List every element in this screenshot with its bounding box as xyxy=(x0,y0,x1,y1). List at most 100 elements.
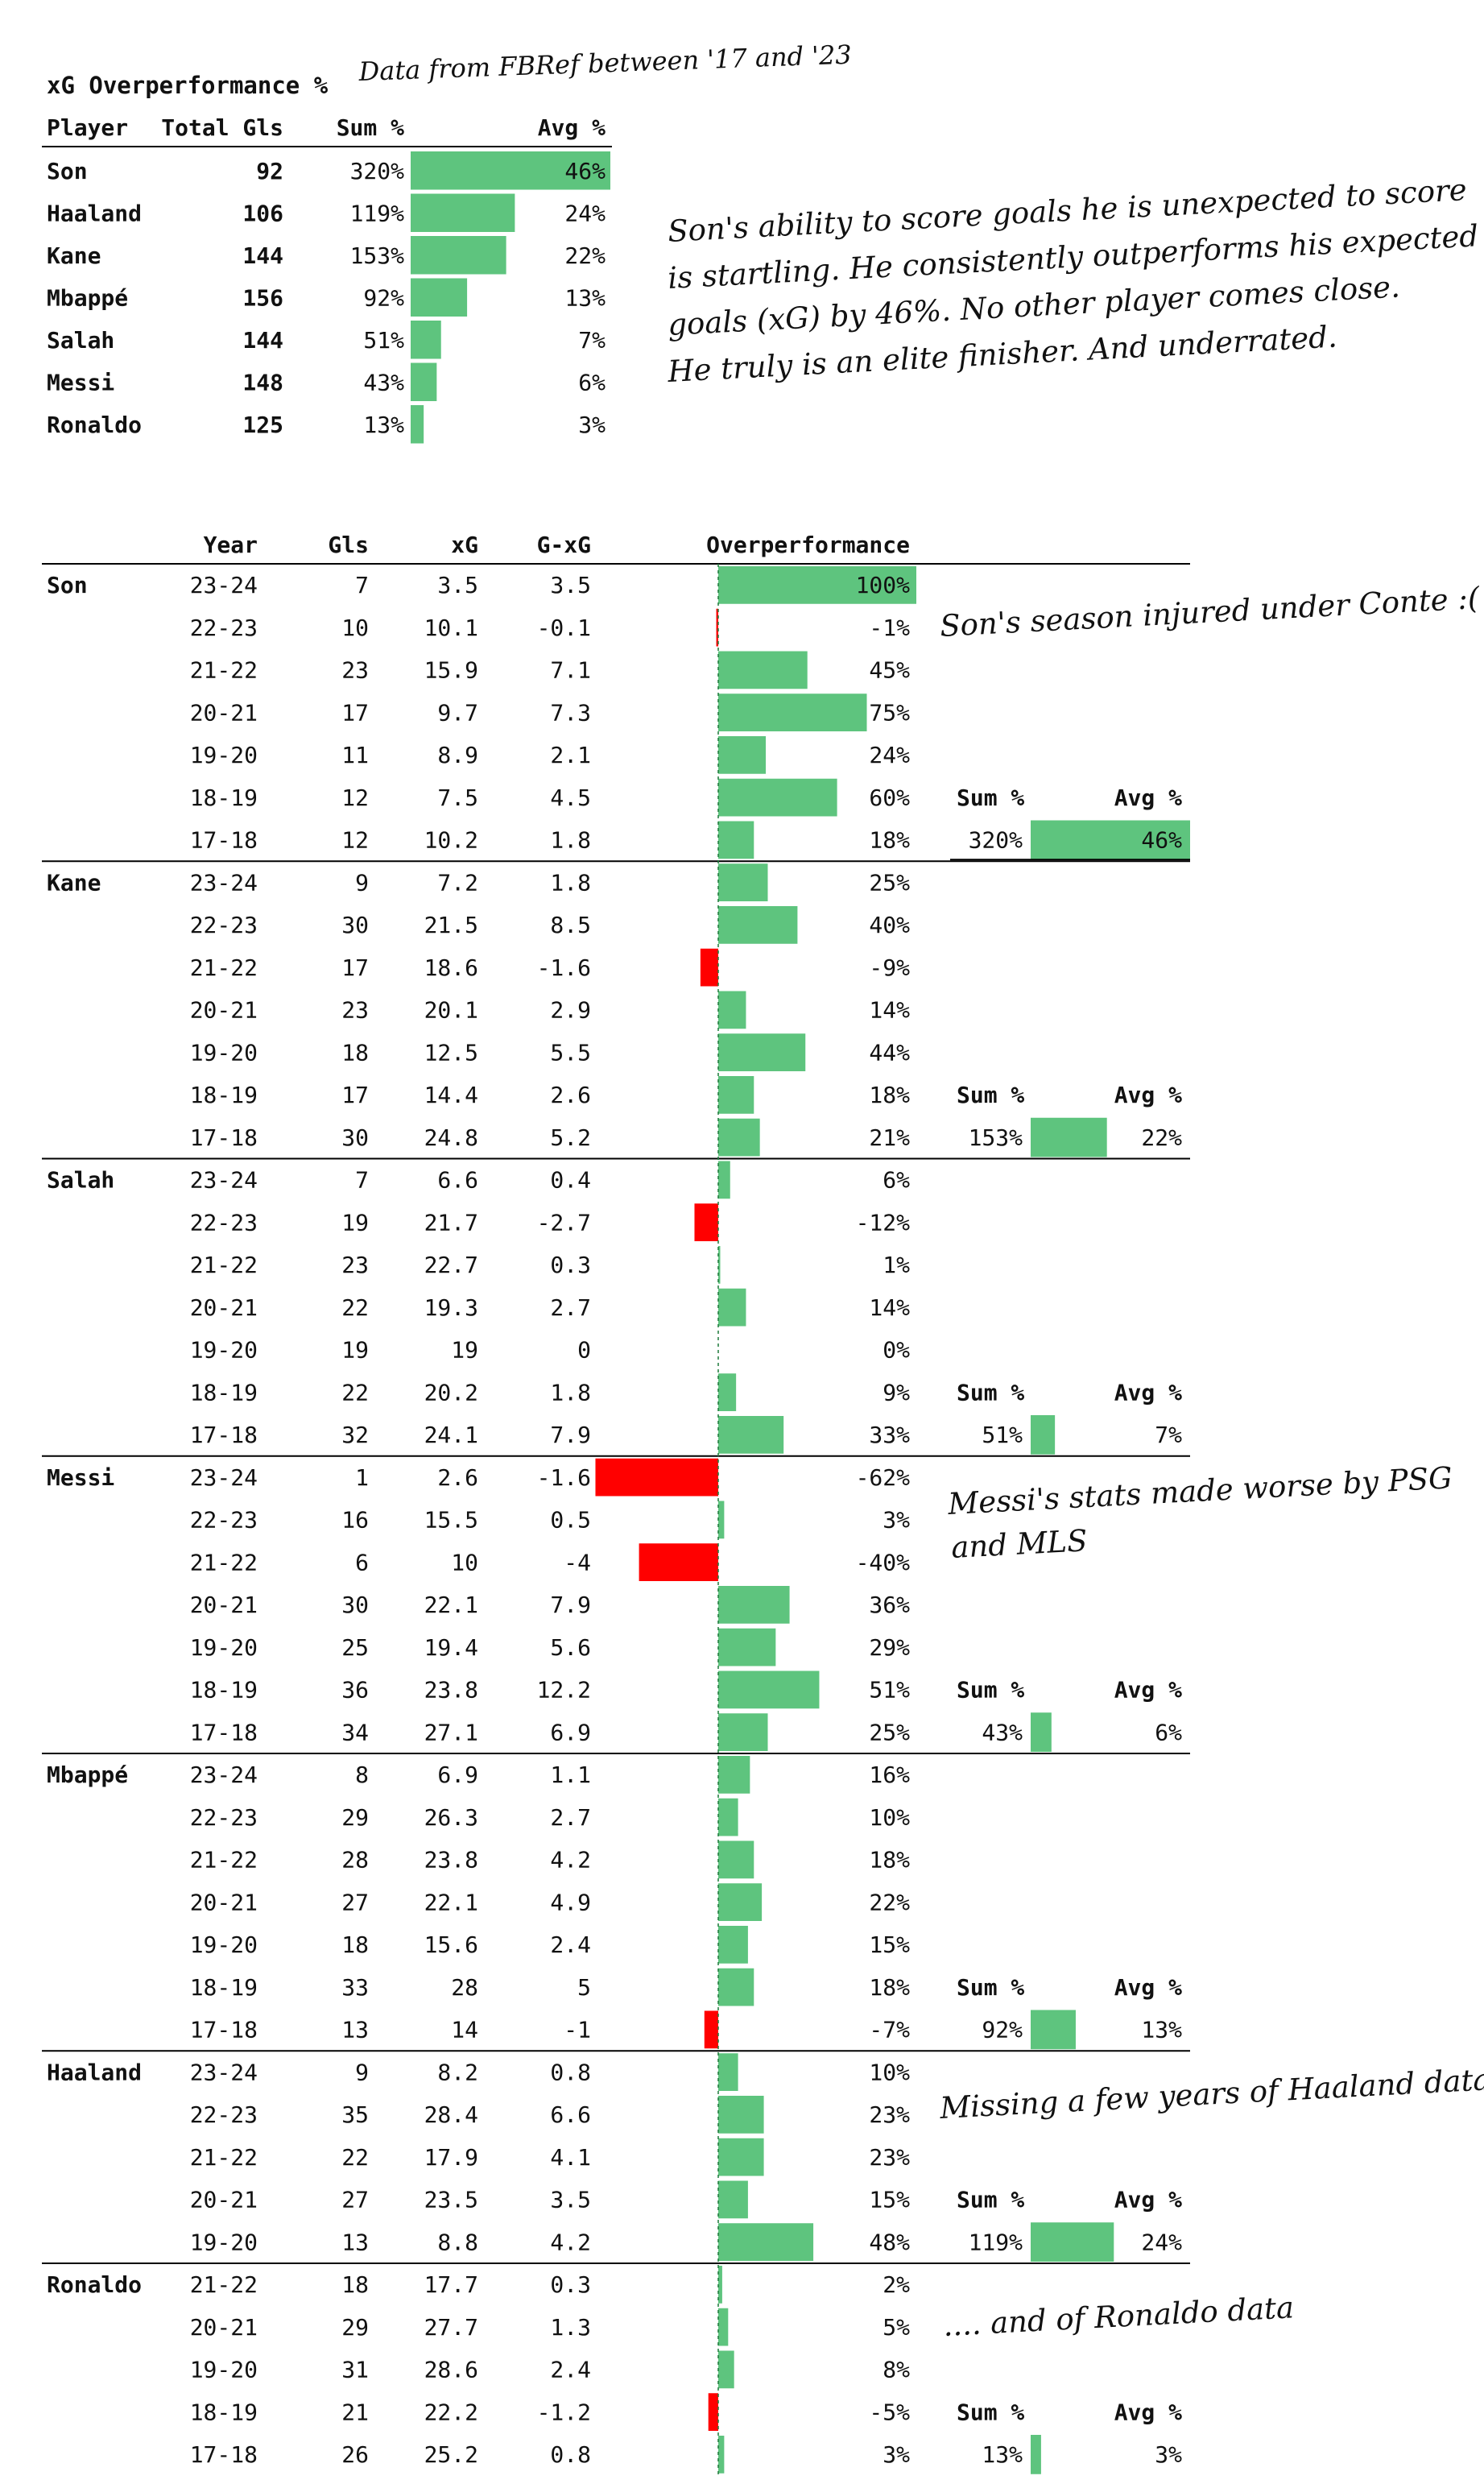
season-goals: 8 xyxy=(355,1762,369,1788)
season-g-minus-xg: 0.3 xyxy=(550,2271,591,2298)
season-overperformance-pct: 25% xyxy=(869,869,910,896)
player-sum-pct: 51% xyxy=(982,1422,1023,1448)
summary-avg-bar xyxy=(411,193,515,232)
overperformance-bar xyxy=(718,1586,790,1624)
season-overperformance-pct: 15% xyxy=(869,1931,910,1958)
player-avg-bar xyxy=(1031,1712,1052,1752)
summary-header-player: Player xyxy=(47,114,128,141)
overperformance-bar xyxy=(718,2436,725,2474)
player-avg-pct: 13% xyxy=(1141,2017,1182,2043)
season-xg: 15.5 xyxy=(424,1507,478,1534)
season-goals: 19 xyxy=(341,1337,369,1364)
summary-total-goals: 144 xyxy=(242,242,283,269)
season-g-minus-xg: 1.8 xyxy=(550,827,591,854)
player-sum-label: Sum % xyxy=(957,1082,1024,1108)
season-overperformance-pct: -1% xyxy=(869,615,910,641)
summary-player-name: Messi xyxy=(47,370,114,396)
overperformance-bar xyxy=(718,1373,737,1411)
season-goals: 29 xyxy=(341,2314,369,2341)
season-g-minus-xg: -0.1 xyxy=(537,615,591,641)
season-goals: 27 xyxy=(341,1889,369,1915)
season-xg: 20.1 xyxy=(424,997,478,1024)
player-avg-label: Avg % xyxy=(1114,2187,1182,2213)
detail-player-name: Messi xyxy=(47,1464,114,1491)
detail-player-name: Son xyxy=(47,572,88,598)
season-g-minus-xg: 1.8 xyxy=(550,1379,591,1406)
season-year: 17-18 xyxy=(190,2017,258,2043)
season-g-minus-xg: -2.7 xyxy=(537,1209,591,1236)
season-g-minus-xg: 8.5 xyxy=(550,912,591,938)
season-xg: 8.2 xyxy=(437,2059,478,2085)
season-goals: 22 xyxy=(341,2144,369,2171)
season-xg: 6.6 xyxy=(437,1167,478,1194)
season-goals: 31 xyxy=(341,2357,369,2383)
season-g-minus-xg: 1.1 xyxy=(550,1762,591,1788)
player-sum-label: Sum % xyxy=(957,1379,1024,1406)
season-g-minus-xg: 2.4 xyxy=(550,1931,591,1958)
season-year: 22-23 xyxy=(190,1804,258,1831)
detail-player-name: Haaland xyxy=(47,2059,142,2085)
season-xg: 15.9 xyxy=(424,657,478,684)
season-xg: 24.1 xyxy=(424,1422,478,1448)
season-g-minus-xg: -1.2 xyxy=(537,2399,591,2425)
season-xg: 20.2 xyxy=(424,1379,478,1406)
season-xg: 24.8 xyxy=(424,1124,478,1151)
season-g-minus-xg: 12.2 xyxy=(537,1677,591,1704)
season-g-minus-xg: 7.3 xyxy=(550,699,591,726)
summary-player-name: Ronaldo xyxy=(47,412,142,438)
overperformance-bar xyxy=(718,736,767,774)
season-g-minus-xg: 2.6 xyxy=(550,1082,591,1108)
summary-avg-bar xyxy=(411,151,610,190)
season-overperformance-pct: 36% xyxy=(869,1592,910,1618)
season-overperformance-pct: 15% xyxy=(869,2187,910,2213)
season-year: 23-24 xyxy=(190,2059,258,2085)
season-xg: 27.7 xyxy=(424,2314,478,2341)
season-year: 19-20 xyxy=(190,1039,258,1066)
summary-avg-pct: 24% xyxy=(564,201,606,227)
season-xg: 7.2 xyxy=(437,869,478,896)
season-goals: 32 xyxy=(341,1422,369,1448)
summary-avg-bar xyxy=(411,405,424,444)
player-avg-label: Avg % xyxy=(1114,1379,1182,1406)
season-year: 21-22 xyxy=(190,1847,258,1873)
overperformance-bar xyxy=(718,1968,754,2006)
summary-player-name: Salah xyxy=(47,327,114,354)
overperformance-bar xyxy=(718,2223,814,2261)
overperformance-bar xyxy=(718,693,867,731)
summary-player-name: Haaland xyxy=(47,201,142,227)
season-year: 19-20 xyxy=(190,1931,258,1958)
season-xg: 7.5 xyxy=(437,785,478,811)
season-goals: 9 xyxy=(355,2059,369,2085)
season-goals: 21 xyxy=(341,2399,369,2425)
season-xg: 8.9 xyxy=(437,742,478,768)
season-year: 23-24 xyxy=(190,572,258,598)
season-goals: 25 xyxy=(341,1634,369,1661)
season-goals: 16 xyxy=(341,1507,369,1534)
summary-avg-bar xyxy=(411,278,468,317)
summary-sum-pct: 119% xyxy=(350,201,405,227)
season-xg: 18.6 xyxy=(424,954,478,981)
player-avg-label: Avg % xyxy=(1114,785,1182,811)
season-year: 22-23 xyxy=(190,1209,258,1236)
season-g-minus-xg: -1.6 xyxy=(537,954,591,981)
summary-sum-pct: 92% xyxy=(363,285,404,312)
season-g-minus-xg: 5 xyxy=(577,1974,591,2001)
overperformance-bar xyxy=(718,2138,764,2176)
season-xg: 23.8 xyxy=(424,1677,478,1704)
overperformance-bar xyxy=(718,1288,746,1327)
season-overperformance-pct: -9% xyxy=(869,954,910,981)
season-overperformance-pct: 10% xyxy=(869,2059,910,2085)
season-goals: 19 xyxy=(341,1209,369,1236)
season-overperformance-pct: 21% xyxy=(869,1124,910,1151)
summary-avg-bar xyxy=(411,236,506,275)
summary-total-goals: 125 xyxy=(242,412,283,438)
overperformance-bar xyxy=(718,991,746,1029)
season-g-minus-xg: 0 xyxy=(577,1337,591,1364)
season-year: 22-23 xyxy=(190,912,258,938)
player-avg-bar xyxy=(1031,1117,1107,1157)
season-overperformance-pct: 29% xyxy=(869,1634,910,1661)
overperformance-bar xyxy=(718,2096,764,2134)
player-avg-pct: 7% xyxy=(1155,1422,1182,1448)
season-goals: 7 xyxy=(355,1167,369,1194)
season-year: 23-24 xyxy=(190,1762,258,1788)
